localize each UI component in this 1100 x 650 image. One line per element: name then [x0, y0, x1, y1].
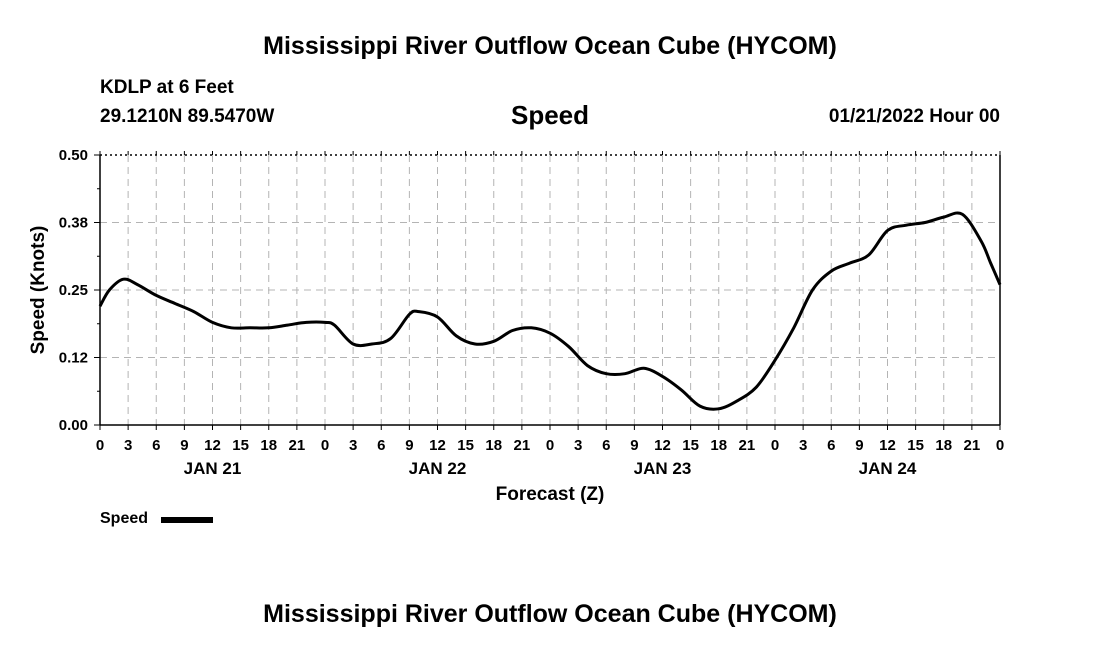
x-tick-label: 15	[907, 437, 924, 454]
x-tick-label: 0	[771, 437, 779, 454]
legend-swatch	[161, 517, 213, 523]
x-tick-label: 21	[514, 437, 531, 454]
chart-ticks: 0 3 6 9 12 15 18 21 0 3 6 9 12 15 18 21 0 3 6 9 12 15 18 21 0 3 6 9…	[59, 147, 1004, 478]
x-day-label: JAN 23	[634, 459, 692, 478]
y-tick-label: 0.50	[59, 147, 88, 164]
x-tick-label: 9	[405, 437, 413, 454]
x-tick-label: 15	[682, 437, 699, 454]
y-tick-label: 0.12	[59, 350, 88, 367]
forecast-datetime: 01/21/2022 Hour 00	[828, 106, 1000, 127]
y-tick-label: 0.00	[59, 417, 88, 434]
chart-grid	[100, 155, 1000, 425]
series-line-speed	[98, 211, 1002, 411]
x-tick-label: 0	[96, 437, 104, 454]
x-tick-label: 6	[377, 437, 385, 454]
x-tick-label: 15	[232, 437, 249, 454]
x-tick-label: 18	[260, 437, 277, 454]
x-tick-label: 12	[204, 437, 221, 454]
x-tick-label: 0	[546, 437, 554, 454]
x-tick-label: 3	[799, 437, 807, 454]
y-tick-label: 0.38	[59, 215, 88, 232]
x-tick-label: 15	[457, 437, 474, 454]
y-tick-label: 0.25	[59, 282, 88, 299]
x-tick-label: 9	[855, 437, 863, 454]
x-day-label: JAN 24	[859, 459, 917, 478]
chart-series	[98, 211, 1002, 411]
chart-subtitle: Speed	[510, 100, 590, 130]
x-tick-label: 18	[935, 437, 952, 454]
x-tick-label: 12	[429, 437, 446, 454]
x-tick-label: 6	[152, 437, 160, 454]
x-tick-label: 3	[574, 437, 582, 454]
x-axis-label: Forecast (Z)	[496, 484, 605, 505]
x-day-label: JAN 21	[184, 459, 242, 478]
x-tick-label: 21	[739, 437, 756, 454]
x-tick-label: 3	[349, 437, 357, 454]
x-tick-label: 6	[602, 437, 610, 454]
x-tick-label: 0	[321, 437, 329, 454]
station-label: KDLP at 6 Feet	[100, 77, 234, 98]
station-coordinates: 29.1210N 89.5470W	[100, 106, 275, 127]
x-tick-label: 9	[180, 437, 188, 454]
x-tick-label: 6	[827, 437, 835, 454]
x-tick-label: 21	[289, 437, 306, 454]
chart-title-bottom: Mississippi River Outflow Ocean Cube (HY…	[263, 600, 837, 628]
x-tick-label: 18	[485, 437, 502, 454]
legend-label: Speed	[100, 510, 149, 527]
y-axis-label: Speed (Knots)	[28, 226, 49, 355]
chart-title-top: Mississippi River Outflow Ocean Cube (HY…	[263, 32, 837, 60]
x-tick-label: 12	[654, 437, 671, 454]
x-tick-label: 21	[964, 437, 981, 454]
x-tick-label: 12	[879, 437, 896, 454]
x-tick-label: 9	[630, 437, 638, 454]
x-tick-label: 0	[996, 437, 1004, 454]
x-day-label: JAN 22	[409, 459, 467, 478]
x-tick-label: 3	[124, 437, 132, 454]
x-tick-label: 18	[710, 437, 727, 454]
